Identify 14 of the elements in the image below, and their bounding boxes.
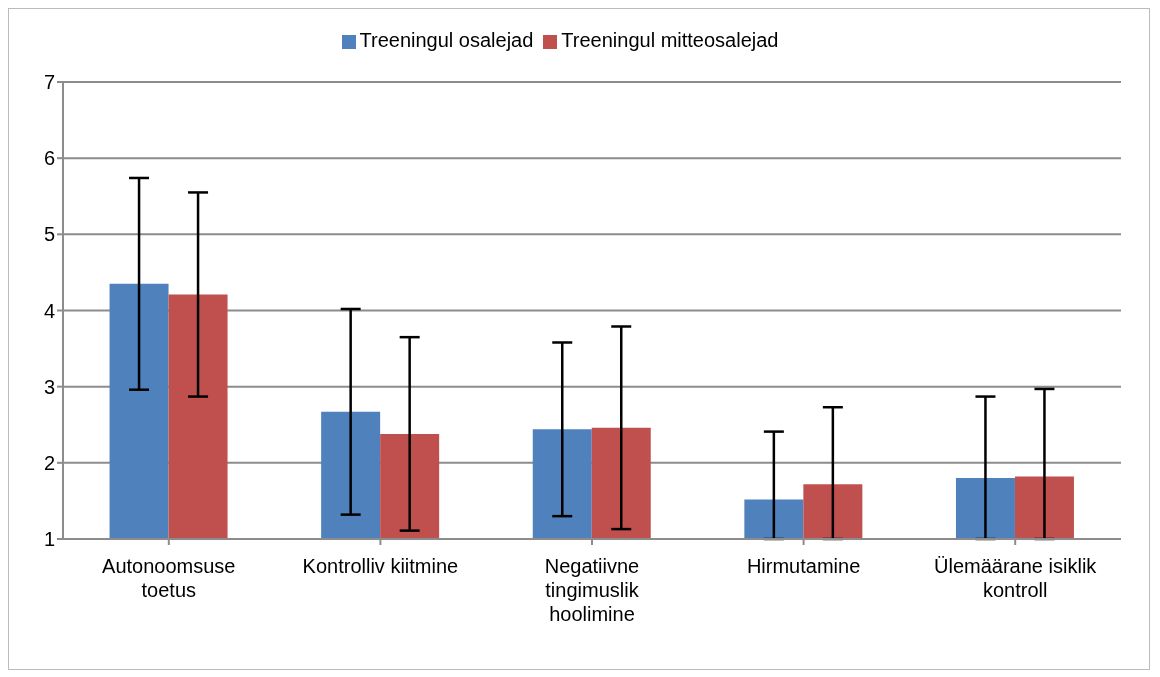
legend-label: Treeningul osalejad [359, 29, 534, 51]
y-tick-label: 3 [43, 375, 55, 398]
x-tick-label: Autonoomsuse toetus [102, 555, 236, 601]
x-tick-label: Negatiivne tingimuslik hoolimine [544, 555, 640, 625]
x-tick-label: Kontrolliv kiitmine [302, 555, 459, 577]
legend-label: Treeningul mitteosalejad [561, 29, 779, 51]
y-tick-label: 4 [43, 299, 55, 322]
y-tick-label: 1 [43, 528, 55, 551]
y-tick-label: 7 [43, 71, 55, 94]
x-tick-label: Ülemäärane isiklik kontroll [934, 555, 1098, 601]
y-tick-label: 2 [43, 451, 55, 474]
y-tick-label: 6 [43, 147, 55, 170]
x-tick-label: Hirmutamine [746, 555, 861, 577]
y-tick-label: 5 [43, 223, 55, 246]
